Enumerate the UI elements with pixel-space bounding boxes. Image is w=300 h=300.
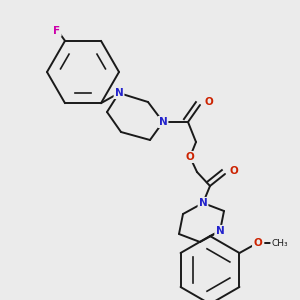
Text: O: O [186, 152, 194, 162]
Text: N: N [115, 88, 123, 98]
Text: O: O [205, 97, 213, 107]
Text: N: N [216, 226, 224, 236]
Text: N: N [199, 198, 207, 208]
Text: CH₃: CH₃ [271, 238, 288, 247]
Text: O: O [253, 238, 262, 248]
Text: N: N [159, 117, 167, 127]
Text: F: F [53, 26, 61, 36]
Text: N: N [216, 226, 224, 236]
Text: O: O [230, 166, 238, 176]
